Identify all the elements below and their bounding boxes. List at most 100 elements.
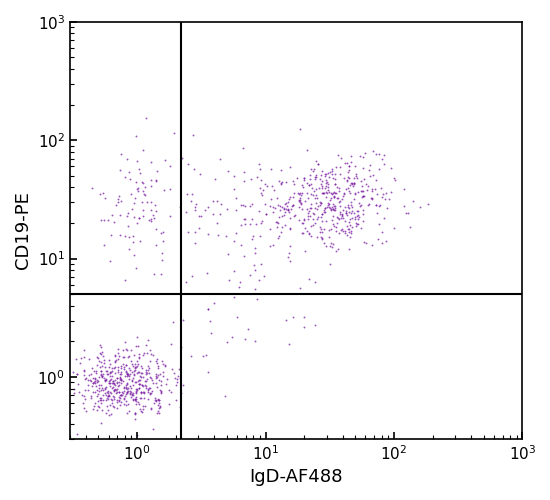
Point	[203, 202, 212, 210]
Point	[90, 402, 98, 410]
Point	[190, 206, 199, 214]
Point	[89, 378, 97, 386]
Point	[153, 372, 162, 380]
Point	[298, 181, 306, 189]
Point	[224, 250, 233, 258]
Point	[352, 218, 361, 226]
Point	[188, 130, 197, 138]
Point	[123, 409, 132, 417]
Point	[90, 379, 99, 387]
Point	[128, 390, 136, 398]
Point	[98, 188, 107, 196]
Point	[147, 350, 156, 358]
Point	[274, 219, 283, 227]
Point	[301, 197, 310, 205]
Point	[295, 190, 304, 198]
Point	[149, 398, 158, 406]
Point	[125, 233, 134, 241]
Point	[132, 342, 141, 350]
Point	[387, 164, 396, 172]
Point	[323, 199, 332, 207]
Point	[297, 229, 306, 237]
Point	[344, 208, 353, 216]
Point	[125, 390, 134, 398]
Point	[125, 374, 134, 382]
Point	[344, 224, 353, 232]
Point	[329, 205, 338, 213]
Point	[317, 166, 326, 174]
Point	[232, 206, 241, 214]
Point	[318, 182, 327, 190]
Point	[364, 201, 372, 209]
Point	[130, 378, 139, 386]
Point	[295, 198, 304, 205]
Point	[139, 190, 148, 198]
Point	[147, 217, 156, 225]
Point	[221, 392, 229, 400]
Point	[119, 395, 128, 403]
Point	[343, 174, 352, 182]
Point	[98, 386, 107, 394]
Point	[102, 394, 111, 402]
Point	[118, 377, 127, 385]
Point	[336, 196, 345, 204]
Point	[105, 356, 114, 364]
Point	[204, 368, 212, 376]
Point	[255, 184, 264, 192]
Point	[371, 150, 380, 158]
Point	[236, 241, 245, 249]
Point	[118, 391, 127, 399]
Point	[90, 378, 99, 386]
Point	[117, 376, 125, 384]
Point	[99, 396, 108, 404]
Point	[249, 232, 258, 240]
Point	[133, 184, 142, 192]
Point	[110, 358, 119, 366]
Point	[109, 378, 118, 386]
Point	[86, 394, 95, 402]
Point	[151, 380, 160, 388]
Point	[146, 384, 155, 392]
Point	[104, 392, 113, 400]
Point	[325, 196, 334, 203]
Point	[328, 240, 337, 248]
Point	[299, 183, 307, 191]
Point	[312, 190, 321, 198]
Point	[279, 206, 288, 214]
Point	[326, 194, 335, 202]
Point	[282, 202, 291, 210]
Point	[110, 386, 119, 394]
Point	[317, 200, 326, 207]
Point	[354, 220, 362, 228]
Point	[304, 207, 313, 215]
Point	[139, 206, 147, 214]
Point	[382, 236, 390, 244]
Point	[91, 388, 100, 396]
Point	[233, 312, 241, 320]
Point	[303, 215, 312, 223]
Point	[343, 176, 351, 184]
Point	[126, 370, 135, 378]
Point	[116, 394, 125, 402]
Point	[223, 338, 232, 345]
Point	[358, 182, 367, 190]
Point	[149, 214, 158, 222]
Point	[261, 210, 270, 218]
Point	[105, 378, 114, 386]
Point	[389, 224, 398, 232]
Point	[344, 162, 353, 170]
Point	[98, 384, 107, 392]
Point	[201, 350, 210, 358]
Point	[139, 390, 148, 398]
Point	[345, 181, 354, 189]
Point	[97, 370, 106, 378]
Point	[350, 174, 359, 182]
Point	[134, 376, 143, 384]
Point	[116, 211, 124, 219]
Point	[95, 394, 104, 402]
Point	[116, 376, 125, 384]
Point	[400, 184, 409, 192]
Point	[310, 174, 319, 182]
Point	[92, 392, 101, 400]
Point	[359, 153, 367, 161]
